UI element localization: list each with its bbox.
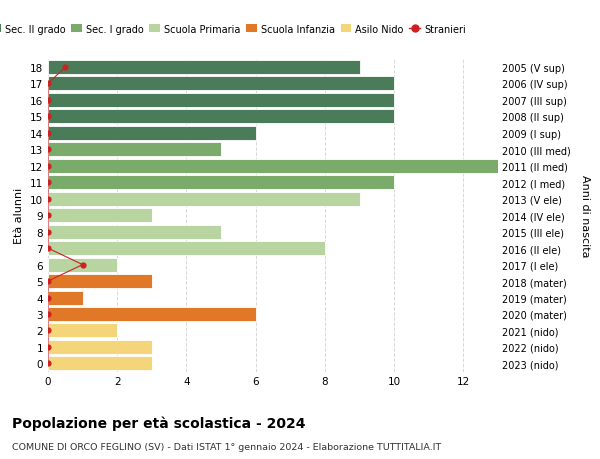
Point <box>43 245 53 252</box>
Point <box>43 196 53 203</box>
Point <box>43 163 53 170</box>
Point <box>43 212 53 219</box>
Point <box>43 294 53 302</box>
Point <box>43 343 53 351</box>
Point <box>43 97 53 104</box>
Text: Popolazione per età scolastica - 2024: Popolazione per età scolastica - 2024 <box>12 415 305 430</box>
Bar <box>48 324 117 338</box>
Bar <box>48 274 152 288</box>
Point <box>43 179 53 186</box>
Bar <box>48 61 359 75</box>
Point <box>43 327 53 335</box>
Bar <box>48 258 117 272</box>
Point <box>78 261 88 269</box>
Point <box>43 360 53 367</box>
Bar <box>48 225 221 239</box>
Point <box>43 229 53 236</box>
Bar <box>48 308 256 321</box>
Bar <box>48 94 394 108</box>
Point <box>43 146 53 154</box>
Bar <box>48 192 359 206</box>
Bar <box>48 143 221 157</box>
Bar <box>48 159 498 174</box>
Bar <box>48 77 394 91</box>
Point <box>43 311 53 318</box>
Bar <box>48 176 394 190</box>
Bar <box>48 291 83 305</box>
Y-axis label: Età alunni: Età alunni <box>14 188 25 244</box>
Bar <box>48 110 394 124</box>
Text: COMUNE DI ORCO FEGLINO (SV) - Dati ISTAT 1° gennaio 2024 - Elaborazione TUTTITAL: COMUNE DI ORCO FEGLINO (SV) - Dati ISTAT… <box>12 442 441 451</box>
Point <box>43 81 53 88</box>
Bar <box>48 241 325 256</box>
Bar <box>48 209 152 223</box>
Point <box>43 278 53 285</box>
Bar <box>48 357 152 370</box>
Point <box>43 130 53 137</box>
Bar <box>48 127 256 140</box>
Point <box>43 113 53 121</box>
Bar <box>48 340 152 354</box>
Point <box>61 64 70 72</box>
Legend: Sec. II grado, Sec. I grado, Scuola Primaria, Scuola Infanzia, Asilo Nido, Stran: Sec. II grado, Sec. I grado, Scuola Prim… <box>0 21 470 39</box>
Y-axis label: Anni di nascita: Anni di nascita <box>580 174 590 257</box>
